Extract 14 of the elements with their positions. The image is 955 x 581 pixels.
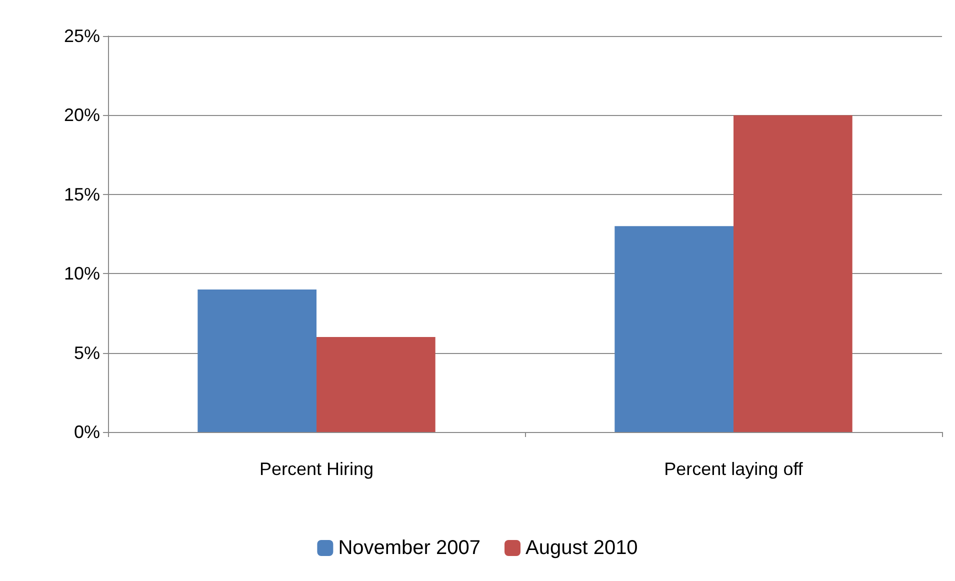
bar — [198, 289, 316, 432]
x-tick-label: Percent laying off — [664, 459, 804, 479]
bar — [734, 115, 852, 432]
bar — [614, 226, 734, 432]
y-tick-label: 0% — [74, 422, 100, 442]
legend-label: November 2007 — [338, 537, 481, 559]
y-tick-label: 5% — [74, 342, 100, 363]
y-tick-label: 15% — [64, 184, 100, 204]
x-tick-label: Percent Hiring — [259, 459, 374, 479]
y-tick-label: 20% — [64, 105, 100, 126]
y-tick-label: 25% — [64, 26, 100, 46]
bar — [316, 336, 436, 432]
y-tick-label: 10% — [64, 264, 100, 284]
legend-label: August 2010 — [525, 537, 638, 559]
